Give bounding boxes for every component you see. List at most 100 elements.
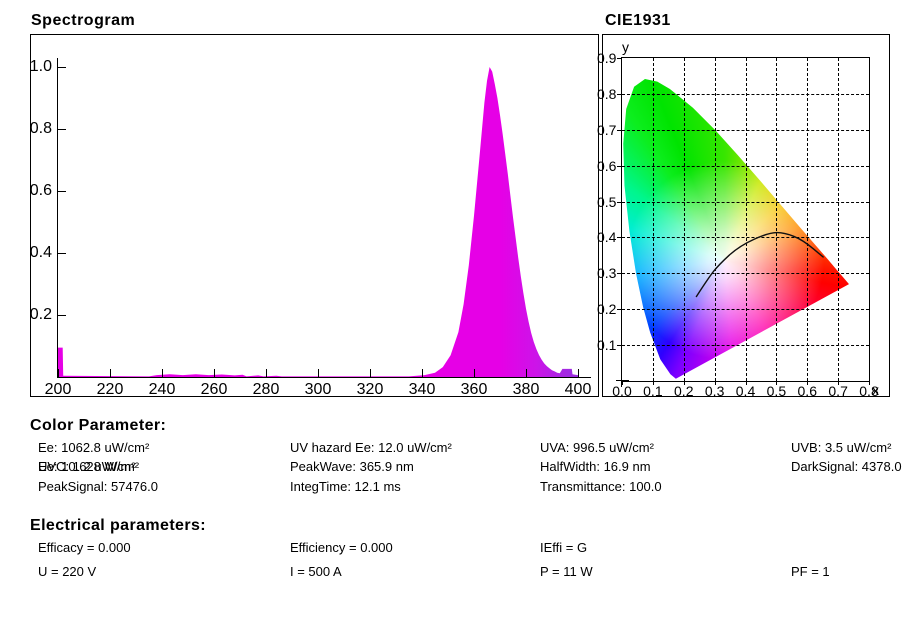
y-tick	[58, 67, 66, 68]
cie-x-tick	[838, 381, 840, 385]
x-tick	[162, 369, 163, 377]
x-tick-label: 280	[252, 381, 280, 398]
y-tick	[58, 253, 66, 254]
cie-x-tick	[683, 381, 685, 385]
cie-x-tick-label: 0.8	[859, 383, 879, 399]
cie-y-tick-label: 0.1	[597, 337, 617, 354]
param-current: I = 500 A	[290, 564, 342, 579]
cie-y-tick-label: 0.7	[597, 121, 617, 138]
y-tick	[58, 191, 66, 192]
param-power: P = 11 W	[540, 564, 593, 579]
cie-y-tick	[617, 273, 621, 275]
cie-x-tick	[807, 381, 809, 385]
cie-y-tick-label: 0.5	[597, 193, 617, 210]
x-tick	[266, 369, 267, 377]
planckian-locus	[695, 231, 825, 298]
cie-x-tick	[652, 381, 654, 385]
cie-plot	[621, 57, 870, 382]
x-tick	[110, 369, 111, 377]
x-tick	[578, 369, 579, 377]
cie-x-tick-label: 0.3	[704, 383, 725, 399]
cie-y-tick-label: 0.3	[597, 265, 617, 282]
y-tick-label: 0.2	[29, 306, 52, 323]
cie-y-tick-label: 0.2	[597, 301, 617, 318]
cie-y-tick-label: 0.8	[597, 85, 617, 102]
cie-x-tick	[869, 381, 870, 385]
x-tick-label: 340	[408, 381, 436, 398]
y-tick	[58, 129, 66, 130]
param-voltage: U = 220 V	[38, 564, 97, 579]
cie-x-tick-label: 0.5	[766, 383, 787, 399]
x-tick-label: 200	[44, 381, 72, 398]
cie-y-tick-label: 0.6	[597, 157, 617, 174]
y-tick-label: 0.6	[29, 182, 52, 199]
cie-y-tick	[617, 165, 621, 167]
param-uvb: UVB: 3.5 uW/cm²	[791, 440, 892, 455]
x-tick-label: 220	[96, 381, 124, 398]
cie-y-tick-label: 0.9	[597, 49, 617, 66]
cie-y-tick-label: 0.4	[597, 229, 617, 246]
param-ee-wm2: Ee: 10.628 W/m²	[38, 459, 136, 474]
param-transmittance: Transmittance: 100.0	[540, 479, 662, 494]
cie-y-tick	[617, 345, 621, 347]
x-tick	[422, 369, 423, 377]
param-power-factor: PF = 1	[791, 564, 830, 579]
y-tick	[58, 315, 66, 316]
cie-y-tick	[617, 309, 621, 311]
cie-y-axis-label: y	[622, 39, 629, 55]
param-peaksignal: PeakSignal: 57476.0	[38, 479, 158, 494]
y-tick-label: 1.0	[29, 58, 52, 75]
spectrogram-chart	[58, 67, 578, 377]
x-tick	[526, 369, 527, 377]
cie-x-tick-label: 0.7	[828, 383, 848, 399]
x-tick	[58, 369, 59, 377]
param-ee: Ee: 1062.8 uW/cm²	[38, 440, 150, 455]
cie-x-axis-label: x	[872, 382, 879, 398]
spectrogram-y-axis	[57, 58, 58, 378]
x-tick	[214, 369, 215, 377]
param-uvc: UVC: 1.2 uW/cm²	[38, 459, 140, 474]
cie-overlay	[695, 231, 825, 298]
x-tick-label: 380	[512, 381, 540, 398]
spectrogram-title: Spectrogram	[31, 12, 136, 29]
origin-marker	[616, 380, 629, 381]
x-tick	[370, 369, 371, 377]
param-peakwave: PeakWave: 365.9 nm	[290, 459, 414, 474]
cie-y-tick	[617, 93, 621, 95]
param-halfwidth: HalfWidth: 16.9 nm	[540, 459, 651, 474]
x-tick-label: 240	[148, 381, 176, 398]
cie-x-tick-label: 0.2	[674, 383, 694, 399]
cie-title: CIE1931	[605, 12, 671, 29]
y-tick-label: 0.8	[29, 120, 52, 137]
param-uv-hazard-ee: UV hazard Ee: 12.0 uW/cm²	[290, 440, 452, 455]
cie-x-tick	[622, 381, 623, 385]
x-tick-label: 300	[304, 381, 332, 398]
param-ieffi: IEffi = G	[540, 540, 588, 555]
cie-x-tick	[714, 381, 716, 385]
color-parameters-heading: Color Parameter:	[30, 417, 167, 434]
x-tick-label: 320	[356, 381, 384, 398]
cie-x-tick	[745, 381, 747, 385]
cie-y-tick	[617, 237, 621, 239]
cie-y-tick	[617, 57, 621, 59]
param-efficacy: Efficacy = 0.000	[38, 540, 131, 555]
electrical-parameters-heading: Electrical parameters:	[30, 517, 207, 534]
cie-y-tick	[617, 129, 621, 131]
param-efficiency: Efficiency = 0.000	[290, 540, 393, 555]
param-overlapped-cell: Ee: 10.628 W/m² UVC: 1.2 uW/cm²	[38, 459, 288, 475]
cie-x-tick-label: 0.1	[643, 383, 663, 399]
cie-x-tick-label: 0.0	[612, 383, 632, 399]
x-tick	[318, 369, 319, 377]
cie-x-tick-label: 0.6	[797, 383, 817, 399]
y-tick-label: 0.4	[29, 244, 52, 261]
cie-x-tick	[776, 381, 778, 385]
spectrogram-x-axis	[57, 377, 591, 378]
param-darksignal: DarkSignal: 4378.0	[791, 459, 902, 474]
cie-x-tick-label: 0.4	[735, 383, 756, 399]
cie-y-tick	[617, 201, 621, 203]
x-tick	[474, 369, 475, 377]
x-tick-label: 260	[200, 381, 228, 398]
x-tick-label: 400	[564, 381, 592, 398]
param-integtime: IntegTime: 12.1 ms	[290, 479, 401, 494]
